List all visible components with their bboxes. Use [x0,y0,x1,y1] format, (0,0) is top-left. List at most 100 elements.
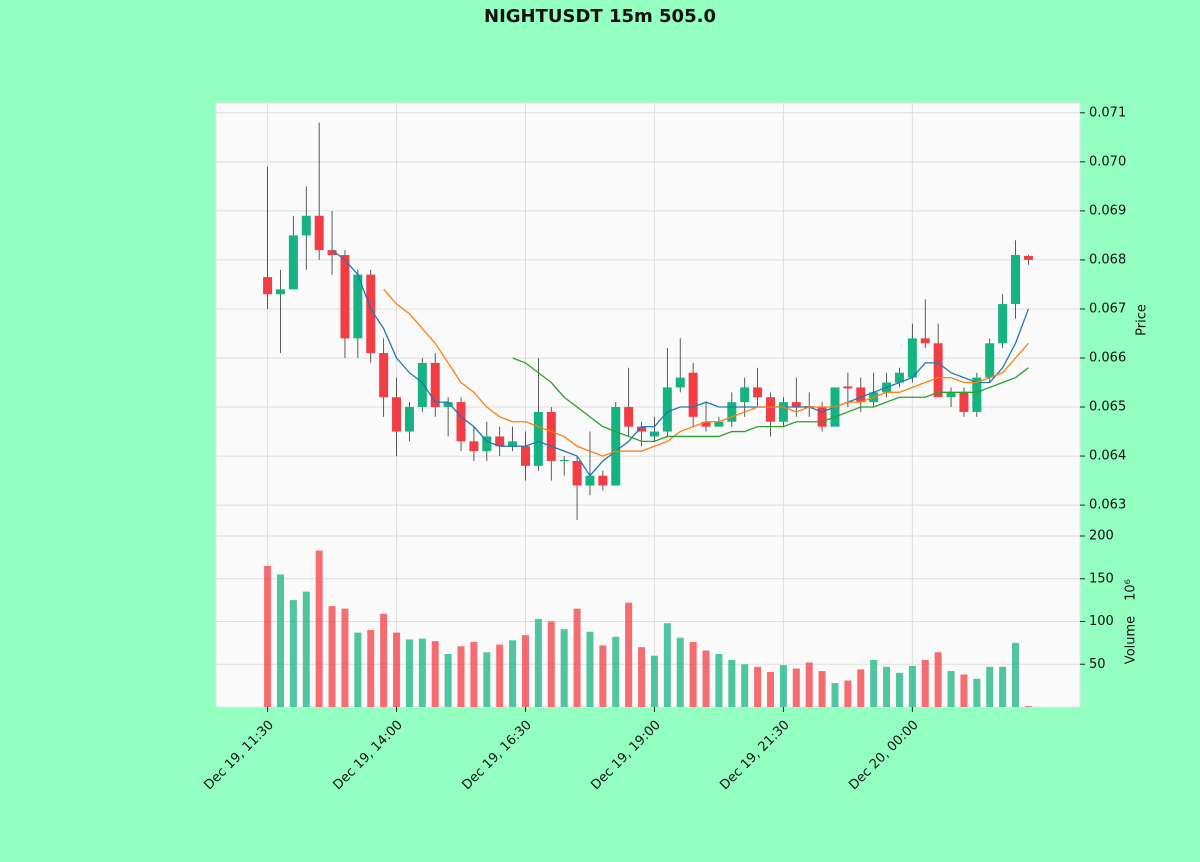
candle-body [327,250,337,256]
volume-bar [367,630,375,707]
volume-bar [663,623,671,707]
volume-bar [328,606,336,707]
candle-body [972,377,982,412]
volume-bar [715,653,723,707]
candle-body [301,215,311,236]
moving-average-line [331,249,1030,477]
candle-body [959,392,969,412]
volume-bar [625,602,633,707]
volume-axis-label: Volume [1124,616,1139,664]
volume-bar [354,632,362,707]
y-tick-label: 0.066 [1089,350,1126,365]
volume-bar [341,608,349,707]
candle-body [469,441,479,452]
volume-bar [650,655,658,707]
candle-body [753,387,763,398]
volume-bar [547,621,555,707]
candle-body [430,362,440,408]
y-tick-label: 0.067 [1089,301,1126,316]
candle-body [662,387,672,432]
volume-bar [393,632,401,707]
volume-bar [586,631,594,707]
volume-bar [960,674,968,707]
y-tick-label: 150 [1089,571,1114,586]
volume-bar [264,565,272,707]
candle-body [843,386,853,389]
y-tick-label: 0.065 [1089,400,1126,415]
x-tick-label: Dec 19, 16:30 [459,718,534,793]
x-tick-label: Dec 19, 14:00 [330,718,405,793]
candle-body [417,362,427,408]
volume-bar [599,645,607,707]
y-tick-label: 0.064 [1089,449,1126,464]
candle-body [766,397,776,422]
y-tick-label: 50 [1089,657,1106,672]
candle-body [637,426,647,432]
candle-body [559,459,569,462]
y-tick-label: 0.069 [1089,203,1126,218]
volume-bar [999,666,1007,707]
x-tick-label: Dec 19, 11:30 [202,718,277,793]
volume-bar [534,618,542,707]
candle-body [817,407,827,427]
x-tick-label: Dec 20, 00:00 [846,718,921,793]
candle-body [520,446,530,466]
candle-body [598,475,608,486]
candle-body [920,338,930,344]
volume-bar [457,646,465,707]
candle-body [392,397,402,432]
volume-bar [315,550,323,707]
x-tick-label: Dec 19, 21:30 [717,718,792,793]
candle-body [404,407,414,432]
candle-body [894,372,904,383]
candle-body [572,460,582,486]
y-tick-label: 0.068 [1089,252,1126,267]
volume-bar [521,635,529,707]
candle-body [443,402,453,408]
volume-bar [870,659,878,707]
volume-bar [676,637,684,707]
candle-body [714,421,724,427]
x-tick-label: Dec 19, 19:00 [588,718,663,793]
candle-body [456,402,466,442]
candle-body [288,235,298,290]
volume-bar [380,613,388,707]
candle-body [366,274,376,354]
volume-bar [302,591,310,707]
candle-body [856,387,866,403]
candle-body [675,377,685,388]
candle-body [624,407,634,427]
candle-body [353,274,363,339]
volume-bar [908,665,916,707]
candle-body [907,338,917,378]
volume-bar [509,640,517,707]
candle-body [275,289,285,295]
volume-bar [792,668,800,707]
candle-body [1023,255,1033,260]
moving-average-line [512,357,1029,443]
candle-body [611,407,621,486]
plot-area [215,102,1081,708]
candle-body [791,402,801,408]
volume-bar [638,647,646,707]
y-tick-label: 0.071 [1089,105,1126,120]
candle-body [649,431,659,437]
volume-bar [767,671,775,707]
y-tick-label: 0.070 [1089,154,1126,169]
volume-bar [560,629,568,707]
volume-bar [405,639,413,707]
chart-title: NIGHTUSDT 15m 505.0 [484,6,716,27]
volume-bar [986,666,994,707]
volume-bar [689,642,697,707]
candle-body [340,255,350,339]
volume-exponent: 10⁶ [1124,579,1139,601]
candle-body [688,372,698,417]
volume-bar [754,666,762,707]
volume-bar [857,669,865,707]
volume-bar [805,662,813,707]
volume-bar [779,665,787,707]
volume-bar [612,636,620,707]
volume-bar [496,644,504,707]
